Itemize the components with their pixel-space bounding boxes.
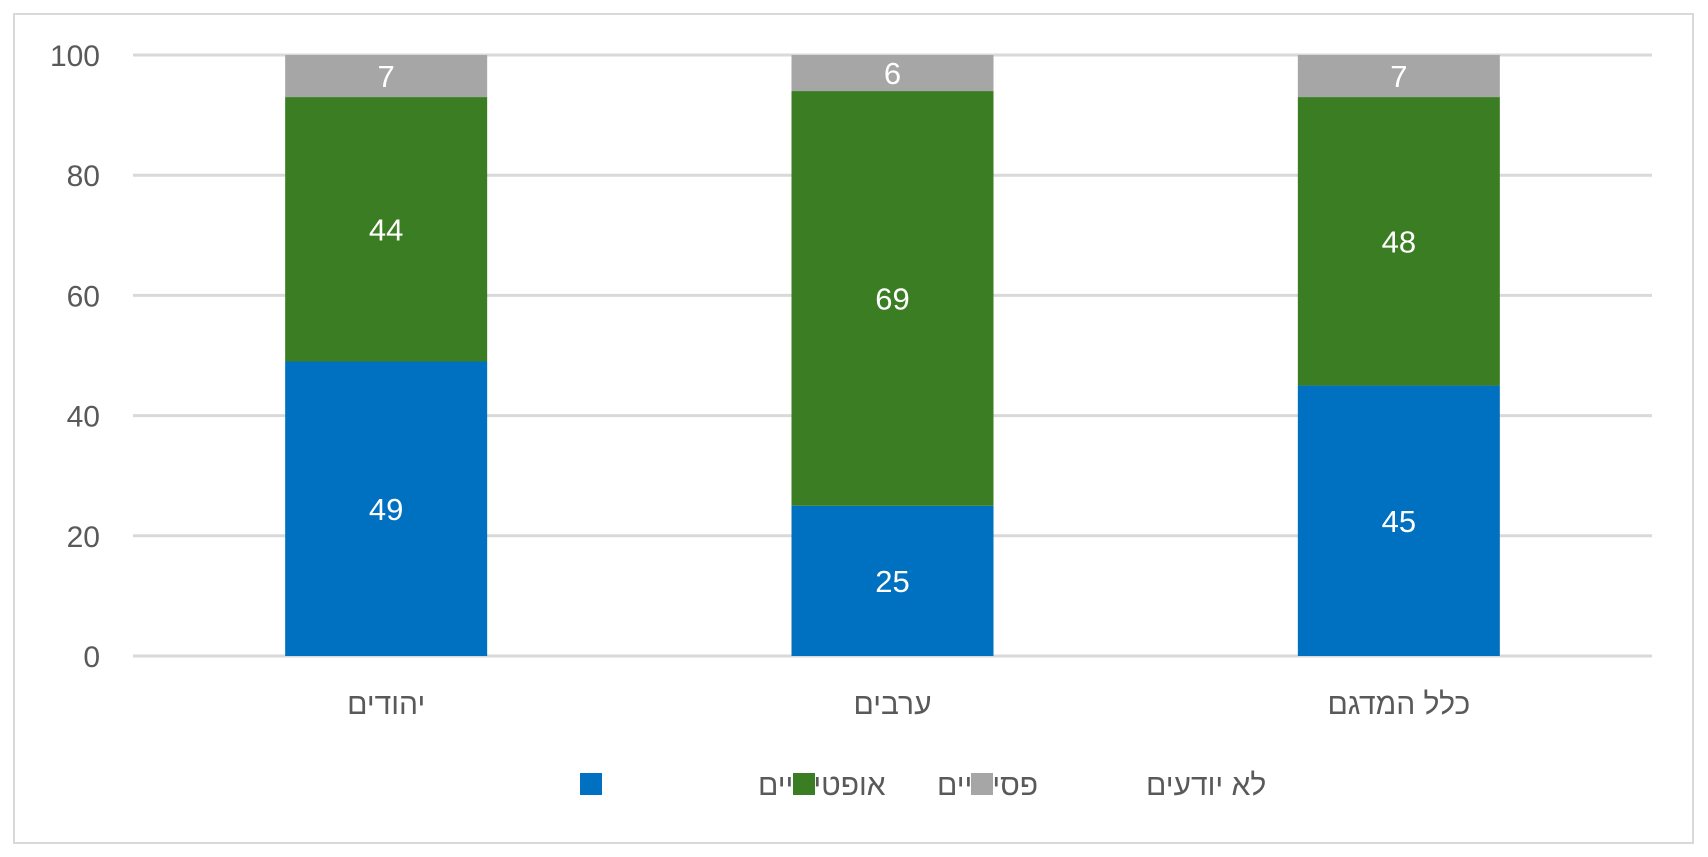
bar-2-1 [791,55,994,92]
y-tick-label-80: 80 [67,160,100,193]
data-label-0-1: 25 [875,564,909,599]
data-label-0-0: 49 [369,492,403,527]
bar-1-1 [791,91,994,506]
bar-0-2 [1297,385,1500,656]
bar-0-0 [285,361,488,656]
legend: אופטימייםפסימייםלא יודעים [580,769,1266,802]
data-label-2-1: 6 [884,56,901,91]
category-label-1: ערבים [853,688,931,721]
y-tick-label-20: 20 [67,521,100,554]
data-label-1-1: 69 [875,281,909,316]
x-axis-categories: יהודים ערבים כלל המדגם [347,688,1470,721]
legend-swatch-2 [971,773,993,795]
data-label-1-0: 44 [369,212,403,247]
data-label-2-0: 7 [378,59,395,94]
data-label-2-2: 7 [1390,59,1407,94]
legend-label-0: אופטימיים [758,769,886,802]
category-label-2: כלל המדגם [1327,688,1470,721]
y-tick-label-60: 60 [67,280,100,313]
bar-2-0 [285,55,488,98]
legend-swatch-0 [580,773,602,795]
y-tick-label-40: 40 [67,401,100,434]
bars [285,55,1500,656]
data-label-0-2: 45 [1382,504,1416,539]
y-axis-ticks: 0 20 40 60 80 100 [50,40,100,674]
y-tick-label-0: 0 [83,641,100,674]
y-tick-label-100: 100 [50,40,100,73]
bar-1-0 [285,97,488,362]
data-labels: 49 44 7 25 69 6 45 48 7 [369,56,1416,599]
legend-label-2: לא יודעים [1146,769,1266,802]
bar-1-2 [1297,97,1500,386]
bar-2-2 [1297,55,1500,98]
data-label-1-2: 48 [1382,224,1416,259]
bar-0-1 [791,505,994,656]
legend-swatch-1 [793,773,815,795]
category-label-0: יהודים [347,688,425,721]
